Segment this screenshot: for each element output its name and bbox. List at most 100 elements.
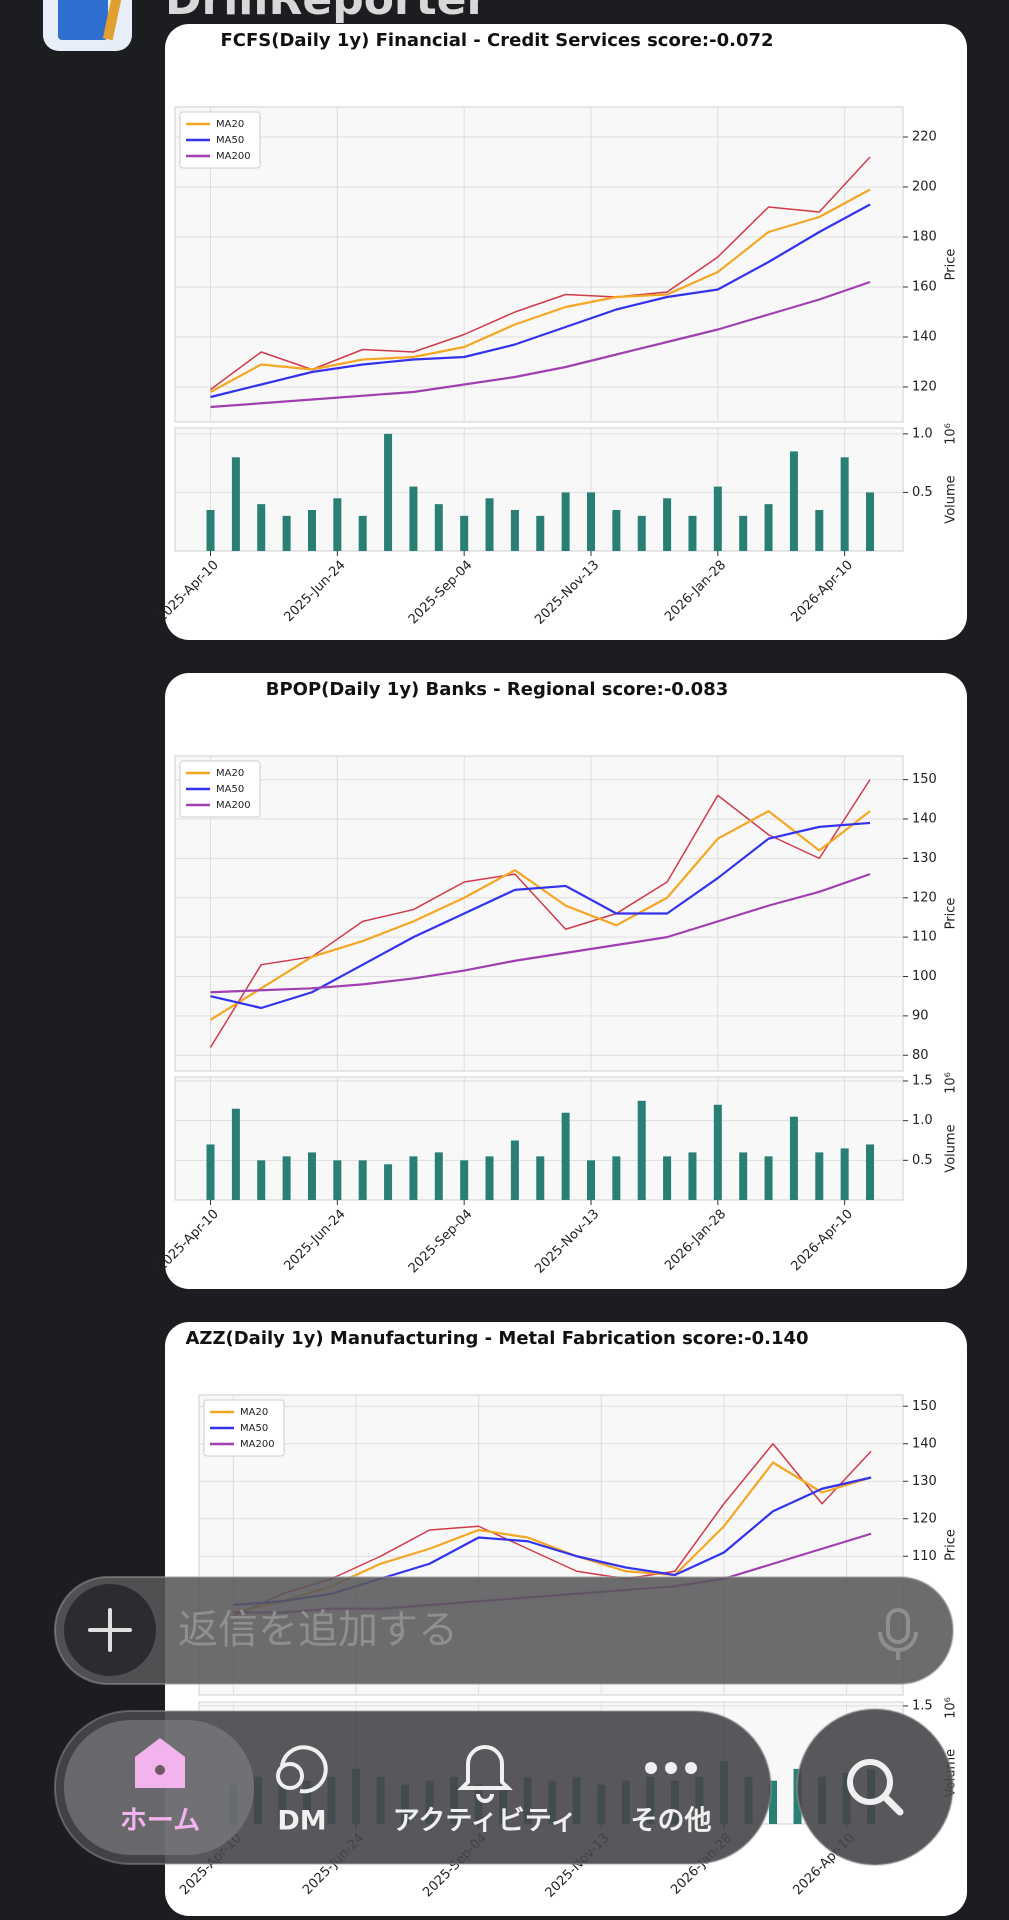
price-line — [210, 156, 871, 391]
volume-bar — [815, 1152, 824, 1200]
y-tick-label: 140 — [912, 330, 937, 345]
volume-axis-label: Volume — [944, 1124, 959, 1172]
y-tick-label: 120 — [912, 1511, 937, 1526]
more-icon[interactable] — [645, 1762, 697, 1774]
nav-home[interactable]: ホーム — [120, 1806, 200, 1837]
y-tick-label: 1.0 — [912, 1113, 933, 1128]
volume-bar — [789, 451, 798, 551]
volume-bar — [409, 486, 418, 551]
volume-bar — [460, 1160, 469, 1200]
ma-line — [209, 188, 871, 393]
legend-label: MA50 — [216, 135, 244, 146]
nav-dm[interactable]: DM — [277, 1806, 326, 1837]
y-tick-label: 140 — [912, 812, 937, 827]
dm-icon[interactable] — [276, 1745, 328, 1794]
volume-bar — [663, 1156, 672, 1200]
avatar[interactable] — [43, 0, 132, 51]
y-tick-label: 0.5 — [912, 485, 933, 500]
legend-label: MA20 — [216, 768, 244, 779]
volume-bar — [536, 1156, 545, 1200]
chart-title: FCFS(Daily 1y) Financial - Credit Servic… — [220, 30, 773, 51]
y-tick-label: 200 — [912, 180, 937, 195]
y-tick-label: 180 — [912, 230, 937, 245]
volume-bar — [764, 1156, 773, 1200]
volume-bar — [561, 1112, 570, 1200]
reply-placeholder[interactable]: 返信を追加する — [178, 1607, 458, 1653]
volume-bar — [409, 1156, 418, 1200]
volume-bar — [688, 1152, 697, 1200]
volume-bar — [510, 510, 519, 551]
volume-bar — [434, 1152, 443, 1200]
volume-axis-label: Volume — [944, 475, 959, 523]
ma-line — [210, 280, 871, 409]
nav-more[interactable]: その他 — [631, 1806, 712, 1837]
nav-activity[interactable]: アクティビティ — [393, 1806, 577, 1837]
y-tick-label: 130 — [912, 1474, 937, 1489]
volume-offset-label: 10⁶ — [944, 1697, 959, 1719]
volume-bar — [282, 515, 291, 551]
y-axis-label: Price — [944, 1529, 959, 1561]
y-tick-label: 120 — [912, 380, 937, 395]
volume-bar — [713, 1104, 722, 1200]
y-tick-label: 80 — [912, 1048, 929, 1063]
volume-bar — [434, 504, 443, 551]
volume-bar — [815, 510, 824, 551]
search-button[interactable] — [796, 1708, 954, 1866]
y-tick-label: 150 — [912, 772, 937, 787]
bell-icon[interactable] — [457, 1745, 513, 1803]
y-tick-label: 160 — [912, 280, 937, 295]
y-tick-label: 100 — [912, 969, 937, 984]
y-axis-label: Price — [944, 249, 959, 281]
volume-bar — [612, 1156, 621, 1200]
volume-bar — [231, 457, 240, 551]
y-tick-label: 120 — [912, 890, 937, 905]
y-tick-label: 110 — [912, 1549, 937, 1564]
volume-bar — [206, 1144, 215, 1200]
home-icon[interactable] — [135, 1738, 185, 1788]
y-tick-label: 130 — [912, 851, 937, 866]
volume-bar — [206, 510, 215, 551]
volume-bar — [384, 433, 393, 551]
volume-bar — [282, 1156, 291, 1200]
price-panel — [174, 106, 904, 423]
volume-bar — [587, 1160, 595, 1200]
volume-bar — [637, 1100, 646, 1200]
legend-label: MA50 — [216, 784, 244, 795]
volume-bar — [358, 515, 367, 551]
reply-bar[interactable]: 返信を追加する — [54, 1576, 954, 1685]
volume-bar — [866, 492, 875, 551]
chart-title: BPOP(Daily 1y) Banks - Regional score:-0… — [266, 679, 729, 700]
chart-title: AZZ(Daily 1y) Manufacturing - Metal Fabr… — [185, 1328, 808, 1349]
volume-bar — [789, 1116, 798, 1200]
volume-bar — [307, 510, 316, 551]
volume-bar — [768, 1780, 777, 1824]
ma-line — [210, 203, 871, 399]
volume-bar — [793, 1768, 802, 1824]
y-tick-label: 1.5 — [912, 1698, 933, 1713]
legend-label: MA20 — [240, 1407, 268, 1418]
y-tick-label: 110 — [912, 930, 937, 945]
volume-bar — [358, 1160, 367, 1200]
volume-bar — [460, 515, 469, 551]
account-name[interactable]: DrillReporter — [165, 0, 488, 25]
volume-bar — [739, 515, 748, 551]
mic-icon[interactable] — [878, 1608, 918, 1660]
legend-label: MA200 — [216, 151, 251, 162]
y-tick-label: 220 — [912, 130, 937, 145]
price-line — [209, 779, 871, 1048]
volume-bar — [561, 492, 570, 551]
volume-bar — [384, 1164, 393, 1200]
volume-bar — [257, 504, 266, 551]
y-tick-label: 140 — [912, 1436, 937, 1451]
volume-offset-label: 10⁶ — [944, 1072, 959, 1094]
volume-bar — [536, 515, 545, 551]
ma-line — [210, 873, 871, 994]
posts: FCFS(Daily 1y) Financial - Credit Servic… — [154, 24, 967, 1916]
volume-bar — [866, 1144, 875, 1200]
legend-label: MA20 — [216, 119, 244, 130]
y-tick-label: 150 — [912, 1399, 937, 1414]
y-axis-label: Price — [944, 898, 959, 930]
price-panel — [174, 755, 904, 1072]
